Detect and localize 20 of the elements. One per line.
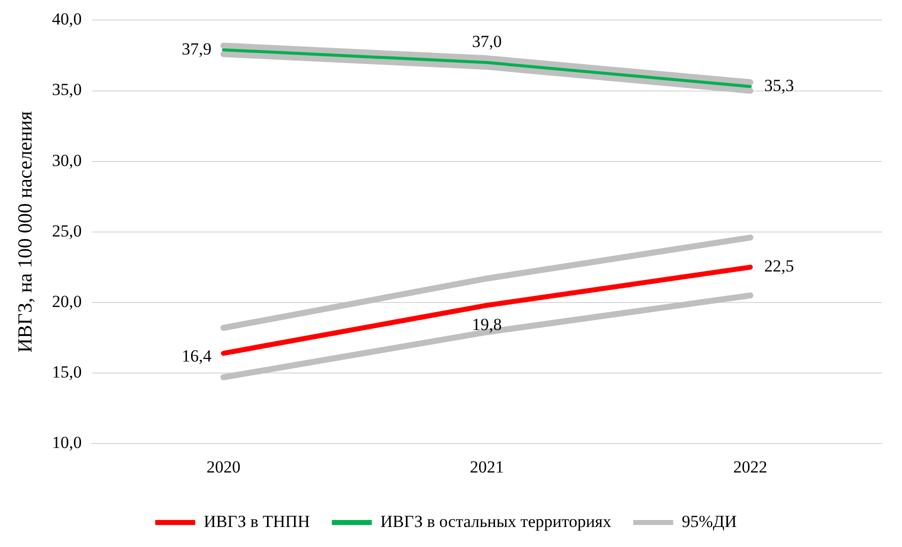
data-label: 37,0: [472, 32, 502, 52]
x-tick-label: 2020: [206, 457, 240, 476]
x-tick-label: 2021: [470, 457, 504, 476]
y-tick-label: 35,0: [52, 80, 82, 100]
legend-label: ИВГЗ в остальных территориях: [380, 512, 612, 531]
data-label: 22,5: [764, 256, 794, 276]
y-tick-label: 40,0: [52, 10, 82, 29]
legend-label: 95%ДИ: [682, 512, 737, 531]
y-tick-label: 10,0: [52, 433, 82, 452]
legend-label: ИВГЗ в ТНПН: [204, 512, 310, 531]
data-label: 19,8: [472, 314, 502, 334]
y-tick-label: 30,0: [52, 150, 82, 170]
data-label: 16,4: [182, 346, 212, 366]
y-tick-label: 15,0: [52, 362, 82, 382]
x-tick-label: 2022: [733, 457, 768, 476]
y-tick-label: 20,0: [52, 292, 82, 311]
y-tick-label: 25,0: [52, 221, 82, 240]
data-label: 37,9: [182, 39, 212, 58]
y-axis-title: ИВГЗ, на 100 000 населения: [14, 111, 36, 353]
data-label: 35,3: [764, 76, 794, 95]
